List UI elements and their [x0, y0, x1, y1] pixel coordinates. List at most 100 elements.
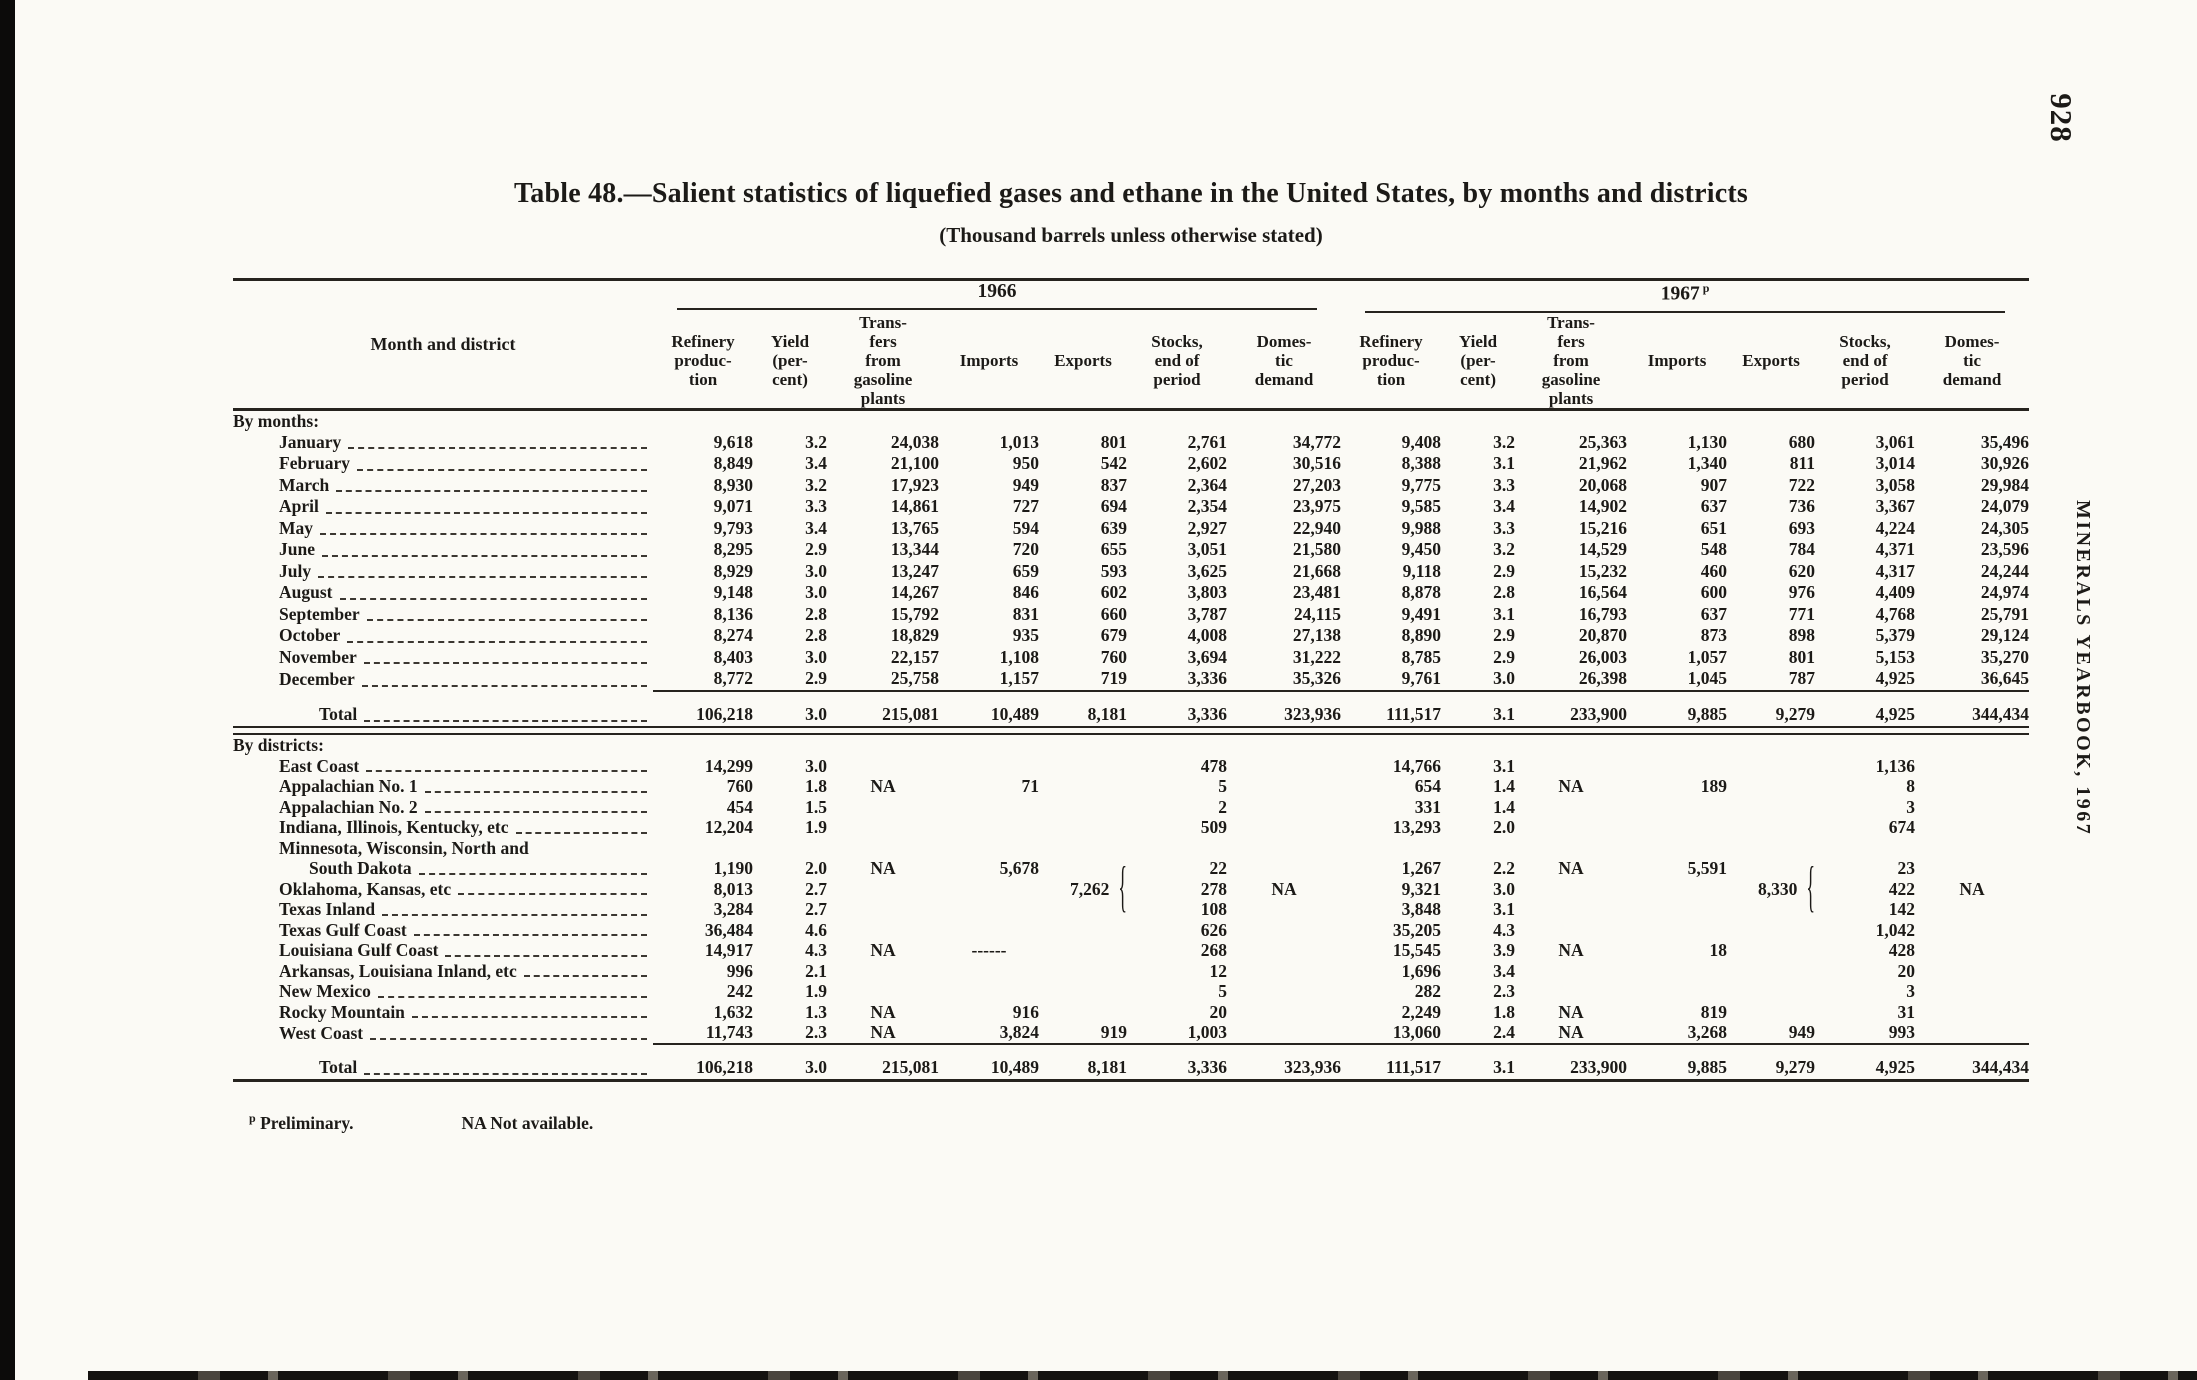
value-cell [939, 899, 1039, 920]
row-label-wrap: Oklahoma, Kansas, etc [233, 879, 653, 900]
value-cell: 1,045 [1687, 668, 1728, 688]
value-cell: 2.2 [1493, 858, 1516, 878]
value-cell: 23,596 [1980, 539, 2030, 559]
value-cell: NA [1271, 878, 1297, 899]
value-cell: 23 [1897, 858, 1916, 878]
value-cell: 2,927 [1187, 517, 1227, 538]
value-cell: 26,398 [1578, 668, 1628, 688]
value-cell: NA [870, 858, 896, 878]
row-label-cell: Appalachian No. 2 [233, 797, 653, 818]
value-cell: 811 [1789, 453, 1816, 473]
year-group-header: 1966 [653, 278, 1342, 313]
year-label: 1966 [677, 281, 1318, 310]
value-cell: 680 [1788, 431, 1816, 452]
value-cell: 9,450 [1401, 539, 1442, 559]
value-cell: 5,678 [999, 858, 1039, 878]
value-cell: 215,081 [827, 1042, 939, 1082]
value-cell: 323,936 [1227, 689, 1342, 727]
dotted-leader [364, 1072, 647, 1075]
value-cell: 1,632 [713, 1001, 753, 1022]
value-cell: 14,529 [1578, 539, 1628, 559]
value-cell: 801 [1788, 646, 1816, 667]
book-side-title: MINERALS YEARBOOK, 1967 [2072, 500, 2094, 837]
brace-glyph: { [1118, 854, 1127, 917]
row-label-wrap: Louisiana Gulf Coast [233, 940, 653, 961]
value-cell: 1.3 [805, 1001, 827, 1022]
row-label-text: Arkansas, Louisiana Inland, etc [279, 960, 517, 981]
value-cell [1627, 756, 1727, 777]
value-cell [827, 756, 939, 777]
dotted-leader [320, 533, 647, 535]
value-cell: 674 [1888, 817, 1916, 837]
value-cell: 8,929 [713, 560, 753, 581]
value-cell: 637 [1700, 496, 1728, 516]
column-header: Domes- tic demand [1915, 312, 2030, 411]
value-cell: 15,232 [1578, 560, 1628, 581]
footnote: NA Not available. [461, 1113, 594, 1134]
value-cell: 14,299 [704, 755, 753, 776]
table-row: Texas Inland 3,284 2.7 108 3,848 3.1 142 [233, 899, 2029, 920]
value-cell [1915, 961, 2029, 982]
total-row: Total 106,218 3.0 215,081 10,489 8,181 3,336 32… [233, 689, 2030, 727]
value-cell: 3,014 [1875, 453, 1916, 473]
value-cell: 3.2 [1493, 539, 1516, 559]
value-cell [1727, 1002, 1815, 1023]
value-cell: 331 [1414, 796, 1442, 817]
value-cell: 4,409 [1875, 582, 1916, 602]
value-cell: 16,564 [1578, 582, 1628, 602]
value-cell: 760 [726, 776, 753, 796]
row-label-wrap: July [233, 561, 653, 583]
value-cell: 14,902 [1578, 496, 1628, 516]
row-label-cell: March [233, 475, 653, 497]
row-label-wrap: January [233, 432, 653, 454]
row-label-wrap: Texas Gulf Coast [233, 920, 653, 941]
column-header: Yield (per- cent) [1441, 312, 1516, 411]
value-cell [1915, 899, 2029, 920]
value-cell: 9,408 [1401, 431, 1442, 452]
value-cell: 655 [1100, 539, 1127, 559]
value-cell [1915, 981, 2029, 1002]
value-cell: 2.8 [805, 603, 827, 624]
value-cell: 20,068 [1578, 474, 1628, 495]
value-cell: 4.3 [1493, 919, 1516, 940]
value-cell: 3.4 [805, 517, 827, 538]
value-cell: 9,885 [1627, 689, 1728, 727]
row-label-cell: April [233, 496, 653, 518]
column-header: Trans- fers from gasoline plants [827, 312, 939, 411]
row-label-text: Rocky Mountain [279, 1001, 405, 1022]
row-label-wrap: Total [233, 1055, 653, 1079]
value-cell: 4.3 [805, 940, 827, 960]
value-cell [1727, 797, 1815, 818]
table-row: December 8,772 2.9 25,758 1,157 719 3,336 35,32… [233, 668, 2029, 691]
value-cell [1039, 961, 1127, 982]
value-cell: 694 [1100, 496, 1127, 516]
table-row: January 9,618 3.2 24,038 1,013 801 2,761 34,772… [233, 432, 2029, 454]
column-header: Exports [1727, 312, 1816, 411]
value-cell: 24,115 [1293, 603, 1342, 624]
value-cell: 21,100 [890, 453, 939, 473]
value-cell: 20 [1897, 960, 1916, 981]
value-cell [939, 817, 1039, 838]
value-cell: 3.1 [1493, 899, 1516, 919]
row-label-cell: December [233, 668, 653, 691]
value-cell: 2.7 [805, 878, 827, 899]
value-cell: 2,364 [1187, 474, 1227, 495]
row-label-cell: Appalachian No. 1 [233, 776, 653, 797]
table-body: By months: January 9,618 3.2 24,038 1,013 801 2… [233, 409, 2030, 1082]
value-cell: 14,766 [1392, 755, 1442, 776]
table-head: Month and district 1966 1967 p Refinery pro… [233, 278, 2030, 411]
value-cell [1227, 817, 1341, 838]
value-cell: 16,793 [1578, 603, 1628, 624]
value-cell: 20 [1209, 1001, 1228, 1022]
value-cell: 950 [1012, 453, 1039, 473]
value-cell: 26,003 [1578, 646, 1628, 667]
value-cell: 801 [1100, 431, 1127, 452]
value-cell: 3,848 [1401, 899, 1442, 919]
value-cell: 36,484 [704, 919, 753, 940]
value-cell: 142 [1888, 899, 1916, 919]
value-cell: 3.0 [753, 689, 827, 727]
row-label-text: January [279, 431, 342, 452]
value-cell: 344,434 [1915, 689, 2030, 727]
value-cell [1039, 1002, 1127, 1023]
value-cell [1515, 879, 1627, 900]
